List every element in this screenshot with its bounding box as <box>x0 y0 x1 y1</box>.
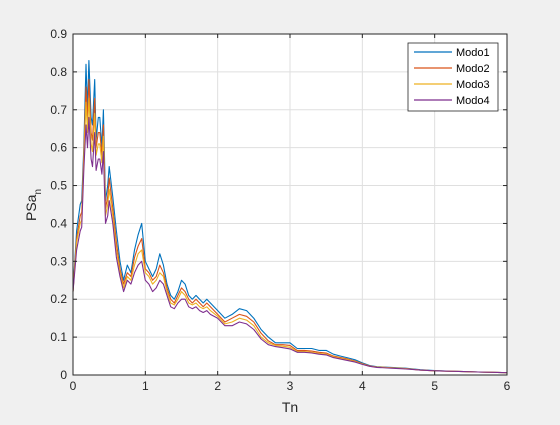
y-axis-label-subscript: n <box>33 189 44 195</box>
y-tick-label: 0.6 <box>50 141 67 155</box>
x-tick-label: 4 <box>359 379 366 393</box>
x-tick-label: 1 <box>142 379 149 393</box>
legend-label: Modo2 <box>456 63 490 75</box>
x-axis-label: Tn <box>282 399 298 415</box>
y-tick-label: 0.1 <box>50 330 67 344</box>
y-tick-label: 0.4 <box>50 216 67 230</box>
y-tick-label: 0 <box>60 368 67 382</box>
y-axis-label-main: PSa <box>23 194 39 221</box>
legend: Modo1 Modo2 Modo3 Modo4 <box>408 43 498 111</box>
x-tick-label: 2 <box>214 379 221 393</box>
y-tick-label: 0.7 <box>50 103 67 117</box>
y-tick-label: 0.8 <box>50 65 67 79</box>
y-tick-label: 0.3 <box>50 254 67 268</box>
legend-label: Modo1 <box>456 47 490 59</box>
x-tick-label: 3 <box>287 379 294 393</box>
legend-label: Modo4 <box>456 95 490 107</box>
y-tick-label: 0.5 <box>50 179 67 193</box>
x-tick-label: 5 <box>431 379 438 393</box>
legend-label: Modo3 <box>456 79 490 91</box>
y-tick-label: 0.9 <box>50 27 67 41</box>
x-tick-label: 6 <box>504 379 511 393</box>
x-tick-label: 0 <box>70 379 77 393</box>
y-tick-label: 0.2 <box>50 292 67 306</box>
